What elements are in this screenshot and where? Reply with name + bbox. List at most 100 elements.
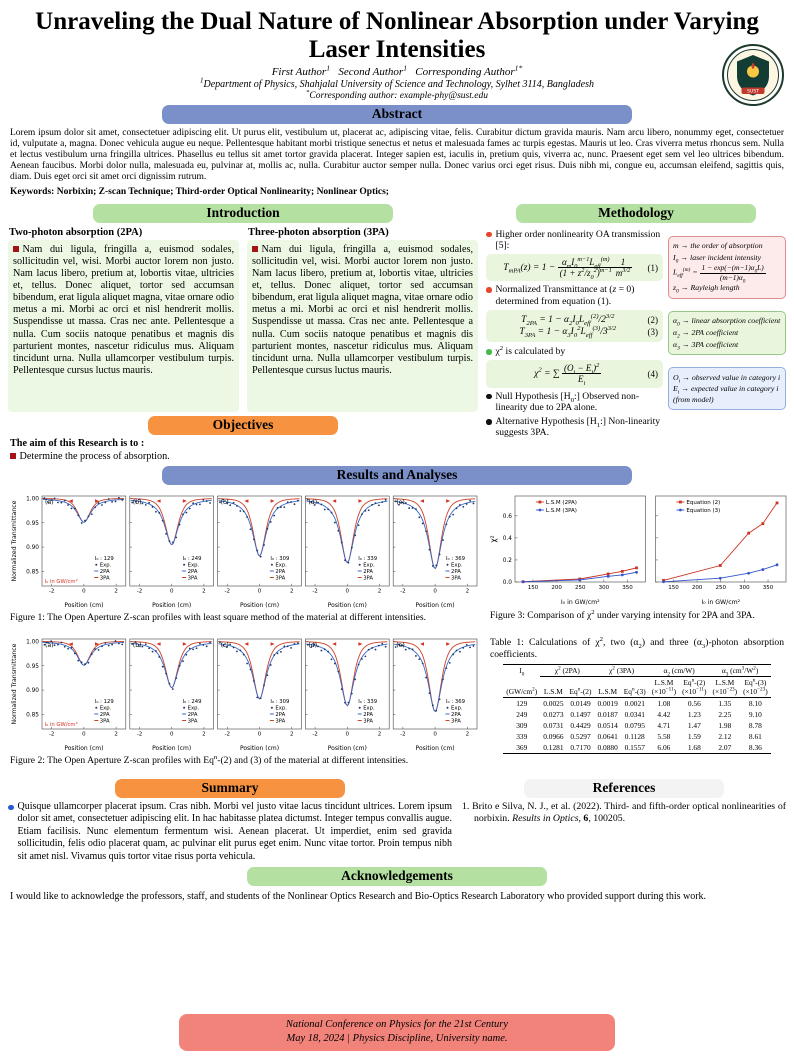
methodology-bullet-4: Null Hypothesis [H0:] Observed non-linea… (486, 391, 663, 414)
intro-methodology-row: Introduction Two-photon absorption (2PA)… (8, 200, 786, 462)
bullet-text: χ2 is calculated by (495, 344, 566, 358)
svg-text:3PA: 3PA (100, 575, 110, 581)
svg-text:I₀ : 339: I₀ : 339 (358, 699, 377, 705)
section-header-abstract: Abstract (162, 105, 632, 124)
svg-text:0: 0 (346, 732, 350, 738)
abstract-text: Lorem ipsum dolor sit amet, consectetuer… (10, 128, 784, 183)
svg-text:(c): (c) (221, 499, 229, 506)
bullet-text: Null Hypothesis [H0:] Observed non-linea… (495, 390, 640, 413)
svg-text:0.85: 0.85 (26, 569, 39, 575)
intro-text-3pa: Nam dui ligula, fringilla a, euismod sod… (247, 239, 478, 412)
definition-line: α2 → 2PA coefficient (673, 328, 739, 340)
introduction-columns: Two-photon absorption (2PA) Nam dui ligu… (8, 226, 478, 412)
methodology-bullet-1: Higher order nonlinearity OA transmissio… (486, 229, 663, 252)
svg-text:3PA: 3PA (275, 719, 285, 725)
svg-text:0.85: 0.85 (26, 713, 39, 719)
svg-text:2: 2 (202, 588, 206, 594)
table-cell: 0.1557 (624, 742, 645, 752)
equation-4-number: (4) (647, 368, 659, 379)
table-cell: 1.08 (657, 698, 671, 708)
svg-text:-2: -2 (312, 732, 317, 738)
intro-text-2pa: Nam dui ligula, fringilla a, euismod sod… (8, 239, 239, 412)
svg-text:150: 150 (528, 585, 539, 591)
equation-3-number: (3) (647, 327, 659, 338)
svg-text:I₀ : 249: I₀ : 249 (183, 699, 202, 705)
definitions-box-parameters: m → the order of absorption I0 → laser in… (668, 235, 786, 299)
definitions-box-coefficients: α0 → linear absorption coefficient α2 → 2… (668, 310, 786, 356)
methodology-sideboxes: m → the order of absorption I0 → laser in… (668, 235, 786, 442)
equation-4-box: χ2 = ∑ (Oi − Ei)2 Ei (4) (486, 360, 663, 388)
table-cell: 0.4429 (570, 720, 591, 730)
table-cell: 4.42 (657, 709, 671, 719)
table-cell: 0.0966 (543, 731, 564, 741)
svg-text:Position (cm): Position (cm) (64, 745, 103, 752)
table-sub-header: Eqn-(3) (620, 676, 649, 698)
svg-text:2PA: 2PA (363, 569, 373, 575)
svg-text:Exp.: Exp. (451, 706, 463, 712)
svg-text:2PA: 2PA (100, 569, 110, 575)
objectives-item-text: Determine the process of absorption. (19, 450, 170, 462)
intro-body-3pa: Nam dui ligula, fringilla a, euismod sod… (252, 243, 473, 376)
svg-text:0: 0 (258, 732, 262, 738)
svg-text:I₀ : 309: I₀ : 309 (270, 699, 289, 705)
figure2-block: Normalized Transmittance 1.00 0.95 0.90 0.85… (8, 633, 480, 767)
table-cell: 0.0880 (597, 742, 618, 752)
svg-text:Position (cm): Position (cm) (152, 745, 191, 752)
methodology-bullet-3: χ2 is calculated by (486, 344, 663, 358)
bullet-dot-icon (486, 419, 492, 425)
svg-text:Normalized Transmittance: Normalized Transmittance (11, 500, 18, 581)
svg-text:(e): (e) (396, 642, 405, 649)
svg-text:2: 2 (202, 732, 206, 738)
svg-text:Equation (3): Equation (3) (686, 508, 720, 514)
intro-heading-3pa: Three-photon absorption (3PA) (248, 226, 389, 238)
table-row: 129 0.0025 0.0149 0.0019 0.0021 1.08 0.56 1.35 8… (503, 697, 770, 709)
poster-header: Unraveling the Dual Nature of Nonlinear … (8, 6, 786, 101)
svg-text:0: 0 (82, 732, 86, 738)
svg-text:3PA: 3PA (451, 575, 461, 581)
svg-text:Position (cm): Position (cm) (328, 602, 367, 609)
table-cell: 1.47 (687, 720, 701, 730)
university-logo-icon: SUST (722, 44, 784, 106)
svg-text:I₀ in GW/cm²: I₀ in GW/cm² (45, 721, 78, 728)
svg-text:2: 2 (290, 588, 294, 594)
figure1-caption: Figure 1: The Open Aperture Z-scan profi… (10, 611, 427, 623)
svg-text:(a): (a) (45, 642, 54, 649)
table-cell: 0.0641 (597, 731, 618, 741)
svg-text:2PA: 2PA (451, 712, 461, 718)
svg-text:L.S.M (2PA): L.S.M (2PA) (546, 500, 577, 506)
table-cell: 0.0019 (597, 698, 618, 708)
figure2-plot: Normalized Transmittance 1.00 0.95 0.90 0.85… (8, 633, 480, 753)
svg-text:350: 350 (622, 585, 633, 591)
svg-text:0.90: 0.90 (26, 545, 39, 551)
svg-text:Normalized Transmittance: Normalized Transmittance (11, 644, 18, 725)
svg-text:Position (cm): Position (cm) (152, 602, 191, 609)
svg-text:2PA: 2PA (100, 712, 110, 718)
equation-23-box: T2PA = 1 − α2I0Leff(2)/23/2 (2) T3PA = 1… (486, 310, 663, 343)
methodology-bullet-2: Normalized Transmittance at (z = 0) dete… (486, 284, 663, 307)
table-group-header: χ2 (3PA) (594, 664, 649, 677)
figure3-block: χ² 0.0 0.2 0.4 0.6 150 200 250 300 350 I₀ in GW/cm… (488, 490, 787, 624)
svg-text:SUST: SUST (747, 89, 759, 95)
svg-text:0.0: 0.0 (503, 580, 513, 586)
definition-line: m → the order of absorption (673, 241, 763, 251)
summary-text-row: Quisque ullamcorper placerat ipsum. Cras… (8, 801, 452, 863)
svg-text:I₀ in GW/cm²: I₀ in GW/cm² (45, 578, 78, 585)
reference-item-1: 1. Brito e Silva, N. J., et al. (2022). … (462, 800, 786, 825)
svg-text:3PA: 3PA (188, 719, 198, 725)
svg-text:3PA: 3PA (451, 719, 461, 725)
bullet-text: Alternative Hypothesis [H1:] Non-lineari… (495, 416, 661, 439)
svg-text:2PA: 2PA (451, 569, 461, 575)
table-cell: 0.0341 (624, 709, 645, 719)
svg-text:I₀ in GW/cm²: I₀ in GW/cm² (701, 599, 740, 606)
svg-text:3PA: 3PA (363, 719, 373, 725)
svg-text:-2: -2 (137, 588, 142, 594)
corresponding-author-line: *Corresponding author: example-phy@sust.… (306, 88, 488, 101)
table-cell: 0.1497 (570, 709, 591, 719)
table-cell: 6.06 (657, 742, 671, 752)
svg-text:200: 200 (692, 585, 703, 591)
square-bullet-icon (10, 453, 16, 459)
table-cell: 1.98 (718, 720, 732, 730)
figure3-plot: χ² 0.0 0.2 0.4 0.6 150 200 250 300 350 I₀ in GW/cm… (488, 490, 787, 608)
section-header-introduction: Introduction (93, 203, 393, 223)
svg-text:-2: -2 (225, 732, 230, 738)
